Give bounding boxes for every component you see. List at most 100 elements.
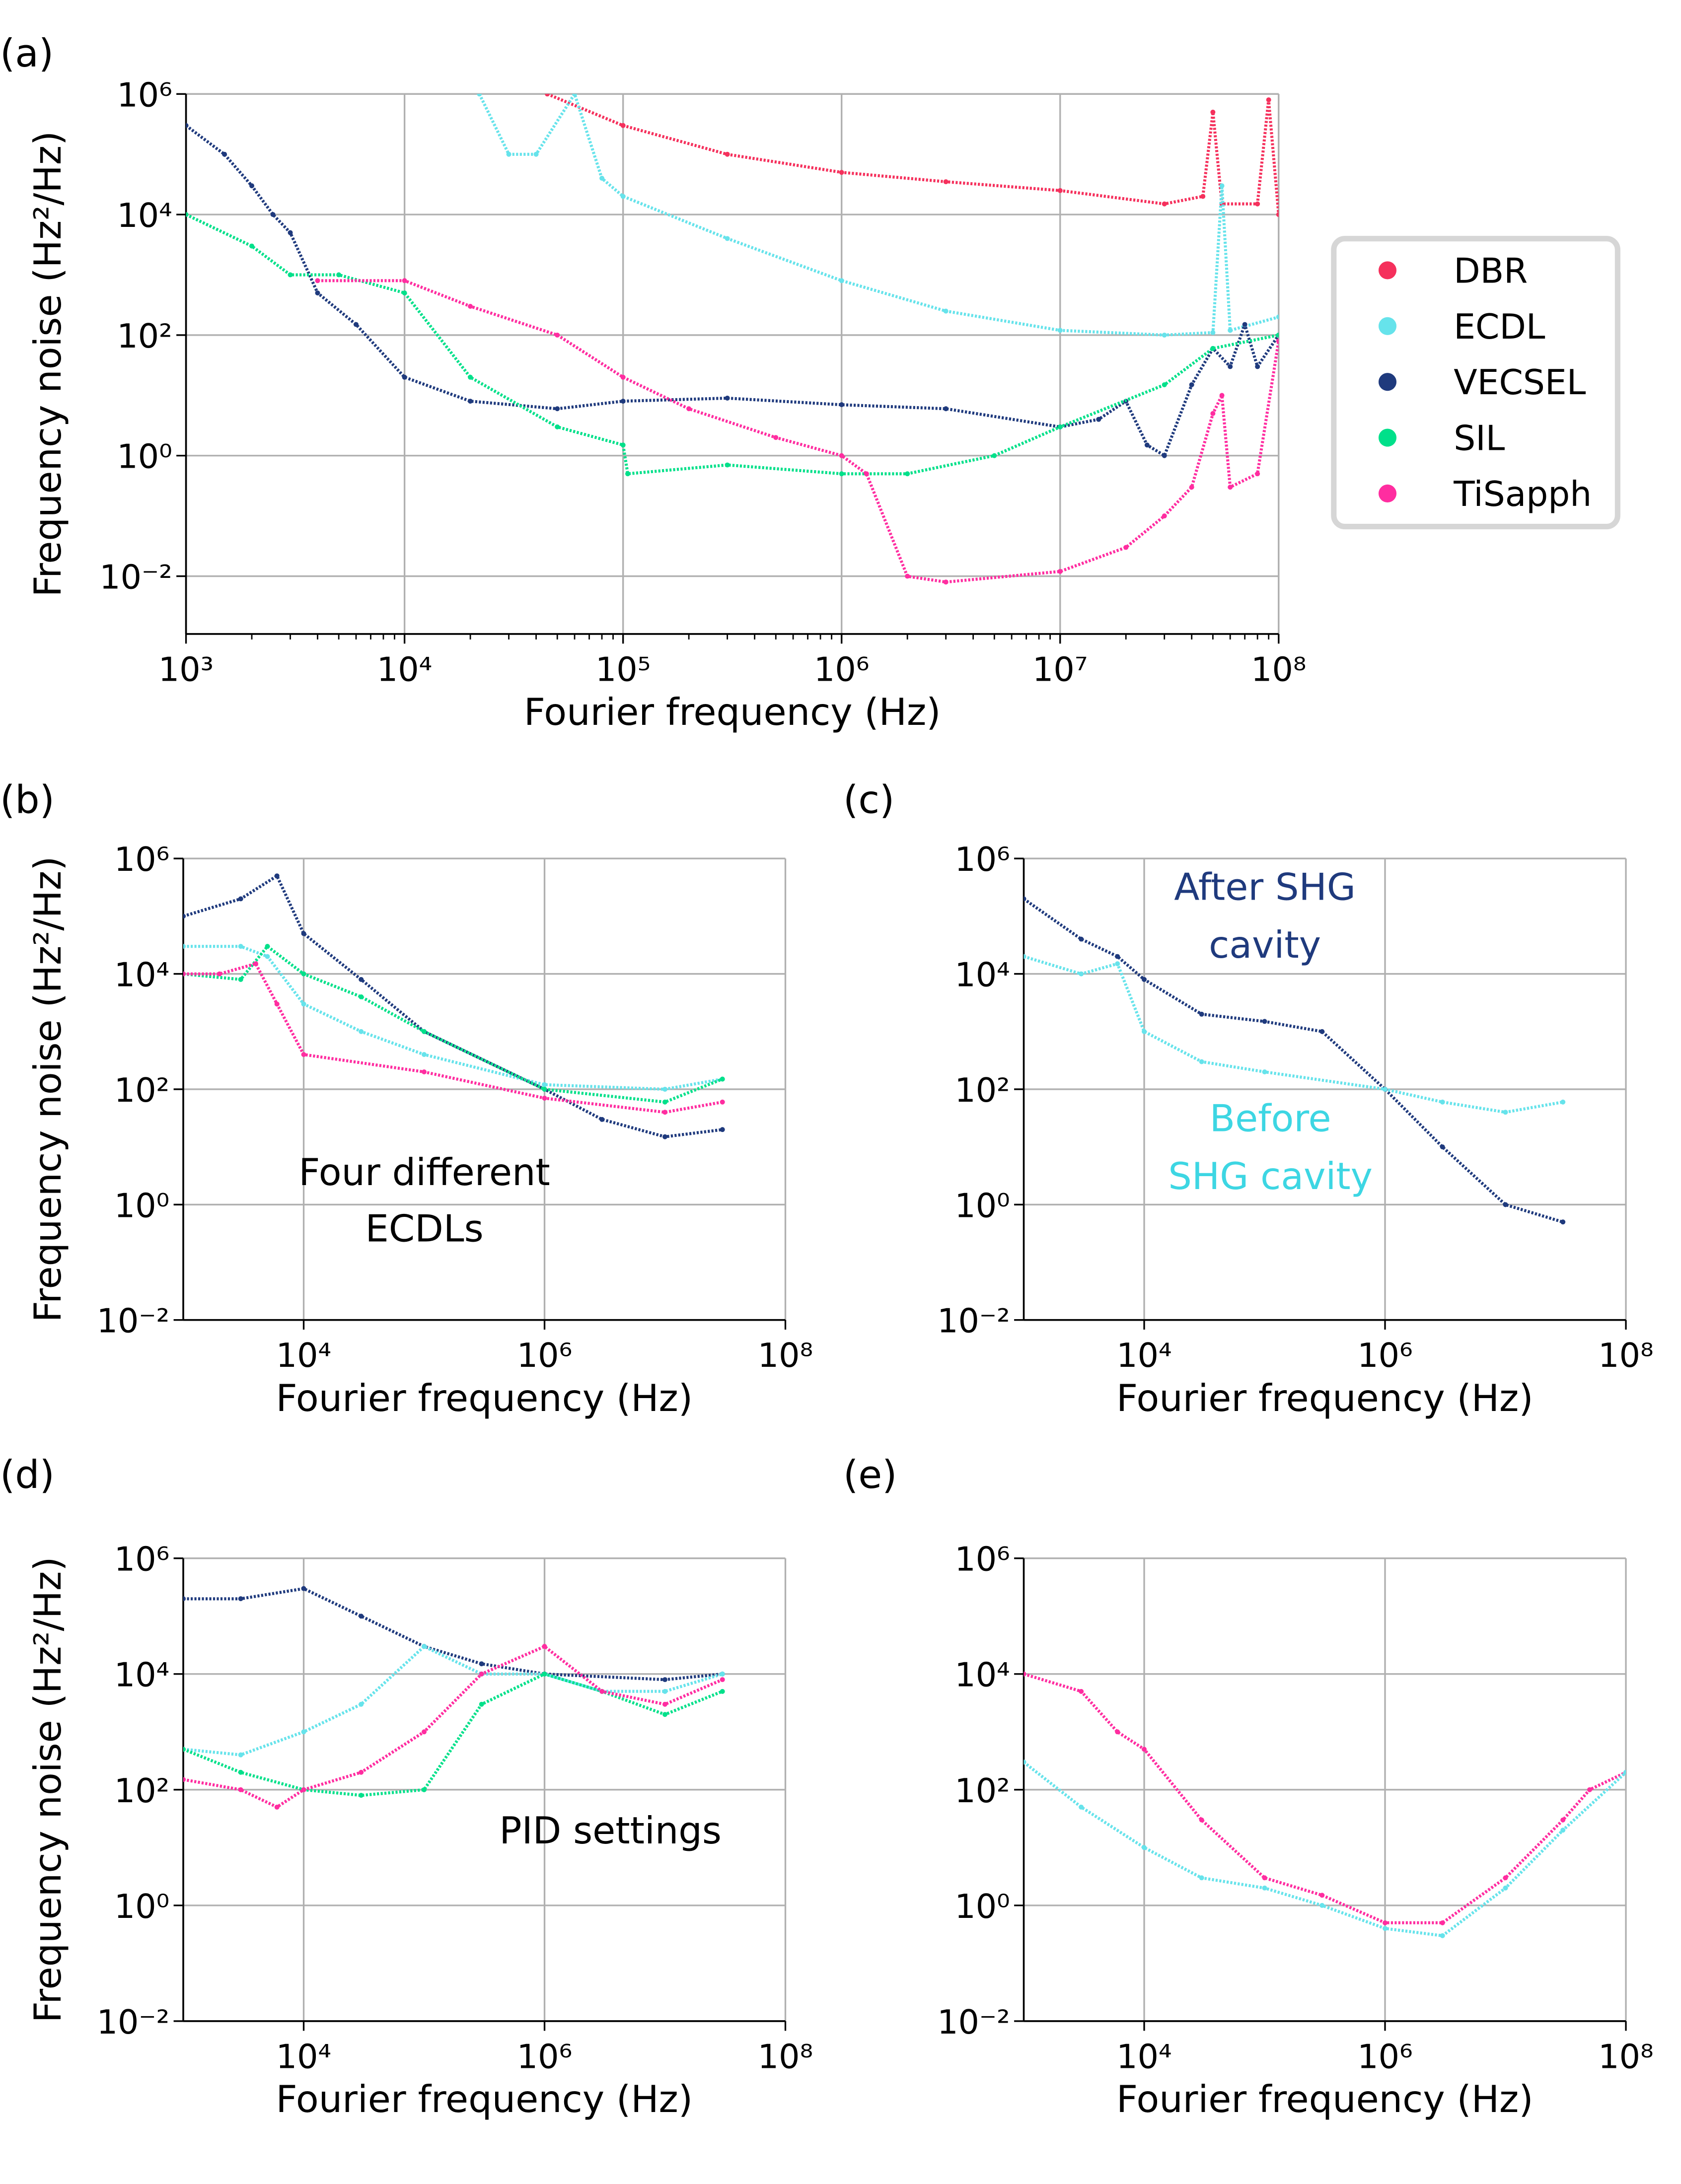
y-tick-label: 10⁶ — [114, 840, 169, 879]
x-tick-label: 10⁶ — [1357, 1336, 1412, 1375]
data-point-tisapph — [1228, 485, 1233, 490]
data-point — [542, 1671, 547, 1677]
y-tick-label: 10⁶ — [117, 75, 172, 114]
data-point — [662, 1677, 668, 1683]
legend-frame — [1331, 236, 1620, 530]
annotation: ECDLs — [365, 1207, 484, 1251]
data-point — [1079, 1804, 1084, 1810]
x-tick-label: 10⁴ — [1116, 1336, 1171, 1375]
panel-d: (d) 10⁴ 10⁶ 10⁸ 10⁶ 10⁴ 10² 10⁰ 10⁻² Fourier freq… — [0, 1453, 813, 2121]
y-tick-label: 10⁰ — [954, 1887, 1010, 1926]
data-point-ecdl — [1219, 183, 1225, 189]
x-tick-label: 10⁵ — [595, 650, 651, 689]
legend: DBR ECDL VECSEL SIL TiSapph — [1331, 236, 1620, 530]
x-tick-label: 10⁶ — [517, 2037, 572, 2076]
data-point — [479, 1701, 484, 1707]
data-point — [183, 971, 186, 977]
data-point — [238, 1752, 243, 1758]
data-point — [1503, 1875, 1508, 1881]
panel-b: (b) 10⁴ 10⁶ 10⁸ 10⁶ 10⁴ 10² 10⁰ 10⁻² Fourier freq… — [0, 778, 813, 1420]
data-point — [265, 944, 270, 949]
data-point — [183, 1596, 186, 1602]
data-point-ecdl — [620, 194, 626, 199]
y-tick-label: 10⁻² — [937, 1302, 1010, 1340]
x-tick-label: 10³ — [158, 650, 214, 689]
data-point — [1503, 1202, 1508, 1207]
data-point-dbr — [1266, 97, 1271, 103]
y-axis-label: Frequency noise (Hz²/Hz) — [26, 856, 70, 1323]
data-point — [301, 1052, 306, 1057]
data-point — [359, 1769, 364, 1775]
data-point — [422, 1787, 427, 1792]
x-tick-label: 10⁸ — [758, 2037, 813, 2076]
data-point — [542, 1644, 547, 1649]
data-point — [183, 1747, 186, 1752]
data-point — [422, 1052, 427, 1057]
x-tick-label: 10⁶ — [814, 650, 869, 689]
x-axis-label: Fourier frequency (Hz) — [1116, 1376, 1534, 1420]
data-point-sil — [1276, 332, 1279, 338]
data-point — [183, 914, 186, 919]
data-point-vecsel — [1255, 364, 1260, 369]
data-point — [720, 1677, 725, 1683]
y-tick-label: 10⁻² — [97, 2003, 170, 2042]
y-axis-label: Frequency noise (Hz²/Hz) — [26, 131, 70, 597]
data-point — [238, 1787, 243, 1792]
annotation: cavity — [1209, 923, 1321, 967]
annotation: SHG cavity — [1168, 1154, 1373, 1198]
data-point — [1440, 1920, 1445, 1925]
legend-marker-sil — [1378, 428, 1397, 447]
x-tick-label: 10⁸ — [1598, 2037, 1653, 2076]
data-point-ecdl — [533, 151, 539, 157]
x-axis-label: Fourier frequency (Hz) — [276, 2077, 693, 2121]
data-point — [359, 1614, 364, 1619]
data-point-tisapph — [1255, 471, 1260, 477]
data-point — [1199, 1875, 1204, 1881]
data-point — [238, 944, 243, 949]
data-point-vecsel — [1242, 322, 1247, 327]
data-point-sil — [336, 272, 342, 278]
panel-label: (e) — [843, 1453, 897, 1497]
data-point-vecsel — [1189, 382, 1194, 387]
data-point-vecsel — [1096, 417, 1101, 422]
data-point — [662, 1086, 668, 1092]
series-3 — [183, 1645, 723, 1809]
data-point — [1023, 1671, 1026, 1677]
data-point — [479, 1671, 484, 1677]
data-point-tisapph — [773, 435, 779, 440]
data-point — [1142, 1747, 1147, 1752]
data-point-vecsel — [1162, 453, 1167, 458]
legend-marker-dbr — [1378, 261, 1397, 280]
data-point-vecsel — [468, 399, 473, 404]
plot-area — [186, 94, 1279, 585]
data-point-vecsel — [288, 230, 293, 235]
data-point — [253, 961, 259, 967]
data-point-ecdl — [943, 308, 949, 314]
x-axis-label: Fourier frequency (Hz) — [1116, 2077, 1534, 2121]
data-point-sil — [992, 453, 997, 458]
data-point — [422, 1729, 427, 1735]
legend-label: TiSapph — [1453, 475, 1592, 514]
data-point-dbr — [1276, 212, 1279, 217]
data-point — [359, 1701, 364, 1707]
data-point-tisapph — [1189, 485, 1194, 490]
data-point — [1142, 1845, 1147, 1850]
data-point-dbr — [1255, 201, 1260, 207]
data-point — [1199, 1817, 1204, 1823]
data-point-dbr — [725, 151, 730, 157]
data-point — [1079, 1689, 1084, 1694]
legend-marker-ecdl — [1378, 317, 1397, 335]
series-1 — [183, 1645, 723, 1757]
data-point-dbr — [1200, 194, 1206, 199]
annotation: PID settings — [499, 1809, 721, 1852]
data-point-ecdl — [1228, 328, 1233, 333]
data-point — [1023, 1760, 1026, 1765]
legend-label: SIL — [1454, 419, 1505, 459]
y-tick-label: 10⁻² — [99, 558, 172, 597]
data-point-sil — [625, 471, 630, 477]
data-point — [301, 1001, 306, 1007]
data-point — [662, 1712, 668, 1717]
data-point — [359, 1029, 364, 1034]
data-point — [1262, 1885, 1267, 1891]
y-tick-label: 10⁴ — [117, 196, 172, 235]
